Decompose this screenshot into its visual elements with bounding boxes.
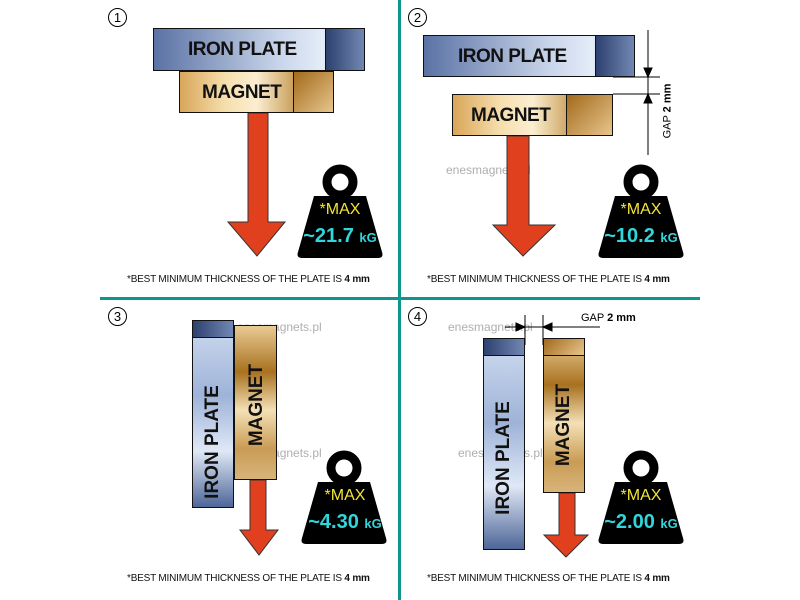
footnote: *BEST MINIMUM THICKNESS OF THE PLATE IS … [127,274,370,285]
max-label: *MAX [620,201,662,218]
max-label: *MAX [620,487,662,504]
unit: kG [364,516,382,531]
force-value: *MAX ~21.7 kG [296,198,384,258]
panel-number: 2 [408,8,427,27]
iron-plate-label: IRON PLATE [188,39,297,60]
unit: kG [660,516,678,531]
unit: kG [660,230,678,245]
force-arrow [226,112,590,558]
gap-dimension [613,30,660,155]
magnet: MAGNET [179,71,334,113]
magnet-label: MAGNET [246,363,267,447]
gap-label: GAP 2 mm [581,312,636,324]
force-number: ~4.30 [308,511,359,533]
magnet-label: MAGNET [202,82,282,103]
iron-plate-label: IRON PLATE [458,46,567,67]
watermark: enesmagnets.pl [448,320,533,334]
iron-plate-label: IRON PLATE [202,385,223,499]
force-value: *MAX ~10.2 kG [597,198,685,258]
footnote: *BEST MINIMUM THICKNESS OF THE PLATE IS … [427,274,670,285]
unit: kG [359,230,377,245]
force-number: ~21.7 [303,225,354,247]
gap-label: GAP 2 mm [661,83,674,139]
force-value: *MAX ~4.30 kG [301,484,389,544]
footnote: *BEST MINIMUM THICKNESS OF THE PLATE IS … [427,573,670,584]
magnet: MAGNET [543,338,585,493]
magnet: MAGNET [234,325,277,480]
gap-dimension [505,315,600,345]
panel-number: 4 [408,307,427,326]
iron-plate: IRON PLATE [483,338,525,550]
panel-number: 3 [108,307,127,326]
max-label: *MAX [324,487,366,504]
force-number: ~2.00 [604,511,655,533]
iron-plate: IRON PLATE [192,320,234,508]
iron-plate: IRON PLATE [423,35,635,77]
footnote: *BEST MINIMUM THICKNESS OF THE PLATE IS … [127,573,370,584]
force-number: ~10.2 [604,225,655,247]
magnet-label: MAGNET [471,105,551,126]
magnet: MAGNET [452,94,613,136]
horizontal-divider [100,297,700,300]
force-value: *MAX ~2.00 kG [597,484,685,544]
iron-plate: IRON PLATE [153,28,365,71]
vertical-divider [398,0,401,600]
iron-plate-label: IRON PLATE [493,401,514,515]
magnet-label: MAGNET [553,383,574,467]
panel-number: 1 [108,8,127,27]
max-label: *MAX [319,201,361,218]
